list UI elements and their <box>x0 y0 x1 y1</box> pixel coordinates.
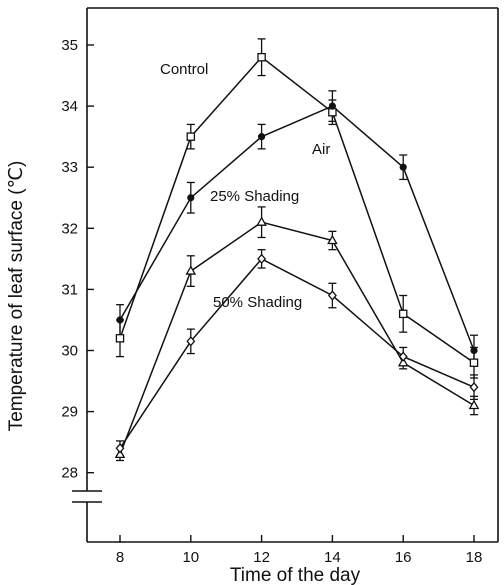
y-tick-label: 28 <box>61 465 78 482</box>
data-point <box>469 358 479 367</box>
y-tick-label: 32 <box>61 220 78 237</box>
series-labels: Control Air 25% Shading 50% Shading <box>160 61 330 311</box>
data-point <box>327 234 338 245</box>
axes: 28 29 30 31 32 33 34 35 8 10 12 14 16 18 <box>61 7 499 566</box>
y-tick-label: 33 <box>61 159 78 176</box>
data-point <box>327 290 337 301</box>
data-markers <box>114 52 480 459</box>
data-point <box>470 346 478 355</box>
data-point <box>258 133 266 141</box>
data-point <box>256 216 267 226</box>
series-label-50-shading: 50% Shading <box>213 294 302 311</box>
y-tick-label: 29 <box>61 404 78 421</box>
x-tick-label: 8 <box>116 549 124 566</box>
y-tick-label: 31 <box>61 281 78 298</box>
data-point <box>115 443 125 454</box>
data-point <box>397 356 409 367</box>
y-tick-label: 30 <box>61 343 78 360</box>
data-point <box>257 253 267 265</box>
data-point <box>398 351 408 362</box>
data-point <box>469 381 479 393</box>
series-label-air: Air <box>312 141 330 158</box>
data-point <box>116 316 124 324</box>
x-tick-label: 16 <box>395 549 412 566</box>
x-tick-label: 14 <box>324 549 341 566</box>
series-label-25-shading: 25% Shading <box>210 188 299 205</box>
data-point <box>399 163 407 171</box>
x-tick-label: 10 <box>182 549 199 566</box>
data-point <box>186 336 196 347</box>
series-label-control: Control <box>160 61 208 78</box>
data-point <box>185 265 197 275</box>
x-axis-title: Time of the day <box>230 565 361 585</box>
data-point <box>328 102 336 110</box>
y-tick-label: 35 <box>61 37 78 54</box>
y-axis-title: Temperature of leaf surface (℃) <box>6 161 27 432</box>
data-point <box>468 399 480 410</box>
series-line-0 <box>119 56 475 364</box>
x-tick-label: 12 <box>253 549 270 566</box>
x-tick-label: 18 <box>466 549 483 566</box>
data-point <box>115 334 125 343</box>
error-bars <box>116 38 478 462</box>
data-point <box>187 194 195 202</box>
y-tick-label: 34 <box>61 98 78 115</box>
series-line-2 <box>119 221 475 455</box>
data-point <box>114 448 126 459</box>
data-point <box>398 309 408 319</box>
series-line-1 <box>119 105 475 351</box>
data-point <box>186 132 196 141</box>
data-point <box>257 52 266 62</box>
series-line-3 <box>119 257 475 449</box>
series-lines <box>119 56 475 455</box>
